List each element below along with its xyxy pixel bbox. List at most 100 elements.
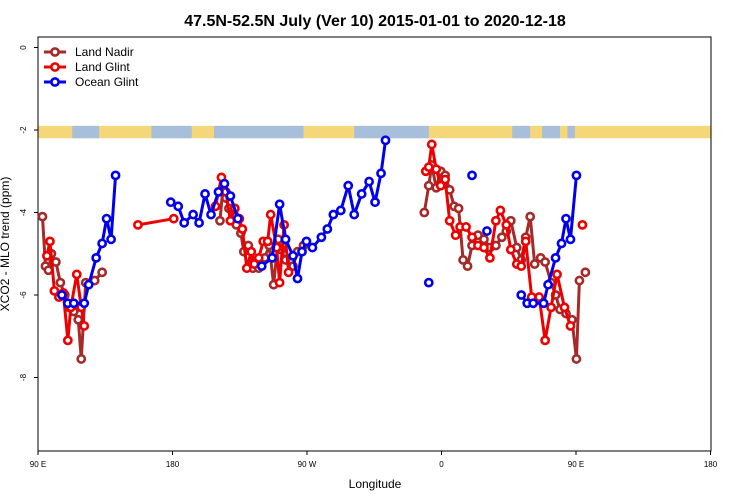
data-point (79, 298, 90, 309)
data-point (419, 207, 430, 218)
x-tick-label: 0 (439, 460, 444, 469)
data-point (246, 246, 257, 257)
ocean-band-segment (213, 125, 304, 139)
data-point (356, 189, 367, 199)
data-point (462, 261, 473, 272)
data-point (288, 250, 298, 261)
data-point (423, 277, 434, 288)
data-point (496, 232, 507, 243)
data-point (179, 217, 190, 228)
series-layer (37, 135, 591, 364)
data-point (565, 234, 576, 245)
data-point (56, 290, 67, 300)
data-point (485, 252, 495, 263)
data-point (188, 209, 199, 220)
data-point (168, 213, 179, 224)
data-point (232, 213, 243, 224)
data-point (380, 135, 391, 146)
data-point (307, 242, 318, 253)
y-axis-label: XCO2 - MLO trend (ppm) (0, 177, 12, 312)
data-point (215, 215, 225, 226)
data-point (529, 259, 540, 269)
data-point (322, 224, 333, 234)
data-point (225, 215, 236, 226)
data-point (546, 302, 556, 313)
data-point (490, 215, 501, 226)
data-point (101, 213, 112, 224)
data-point (571, 354, 582, 364)
x-tick-label: 180 (704, 460, 718, 469)
legend-swatch-marker (50, 62, 60, 72)
landmask-band (38, 125, 711, 139)
data-point (479, 234, 489, 245)
data-point (467, 232, 477, 243)
data-point (225, 191, 236, 201)
data-point (292, 273, 303, 284)
data-point (435, 180, 446, 191)
data-point (516, 261, 527, 272)
data-point (453, 203, 464, 214)
data-point (482, 226, 492, 236)
x-axis: 90 E 180 90 W 0 90 E 180 (30, 451, 718, 469)
y-axis: 0 -2 -4 -6 -8 (19, 45, 38, 381)
data-point (525, 211, 536, 222)
legend-swatch-marker (50, 47, 60, 57)
data-point (574, 275, 585, 286)
series-land-nadir (37, 160, 591, 364)
data-point (528, 298, 539, 309)
data-point (83, 279, 94, 290)
data-point (97, 267, 108, 278)
data-point (37, 211, 48, 222)
series-line (45, 239, 86, 342)
plot-frame (37, 36, 712, 452)
data-point (274, 199, 285, 210)
data-point (495, 205, 506, 216)
data-point (280, 234, 291, 245)
data-point (173, 201, 184, 212)
ocean-band-segment (72, 125, 100, 139)
ocean-band-segment (542, 125, 561, 139)
data-point (297, 246, 307, 257)
data-point (565, 321, 576, 331)
data-point (467, 170, 477, 181)
data-point (213, 186, 224, 197)
data-point (534, 292, 545, 302)
data-point (450, 230, 461, 241)
data-point (431, 164, 442, 175)
data-point (426, 139, 437, 150)
data-point (520, 236, 531, 247)
y-tick-label: -2 (19, 126, 28, 134)
y-tick-label: -6 (19, 291, 28, 299)
x-axis-label: Longitude (349, 477, 402, 491)
data-point (206, 209, 216, 220)
ocean-band-segment (151, 125, 192, 139)
data-point (68, 298, 79, 309)
data-point (458, 255, 468, 265)
series-land-glint (42, 139, 588, 346)
x-tick-label: 90 E (30, 460, 46, 469)
y-tick-label: -4 (19, 208, 28, 216)
data-point (253, 252, 264, 263)
ocean-band-segment (512, 125, 531, 139)
x-tick-label: 180 (166, 460, 180, 469)
data-point (133, 219, 143, 230)
data-point (343, 180, 354, 191)
data-point (301, 236, 312, 247)
y-tick-label: -8 (19, 373, 28, 381)
data-point (423, 180, 434, 191)
x-tick-label: 90 W (298, 460, 317, 469)
data-point (110, 170, 121, 181)
data-point (97, 238, 108, 249)
series-line (137, 217, 174, 227)
data-point (540, 335, 551, 346)
data-point (580, 267, 591, 278)
data-point (55, 277, 66, 288)
y-tick-label: 0 (19, 45, 28, 50)
data-point (440, 174, 451, 185)
data-point (328, 209, 339, 220)
data-point (571, 170, 582, 181)
data-point (335, 205, 346, 216)
data-point (283, 267, 294, 278)
